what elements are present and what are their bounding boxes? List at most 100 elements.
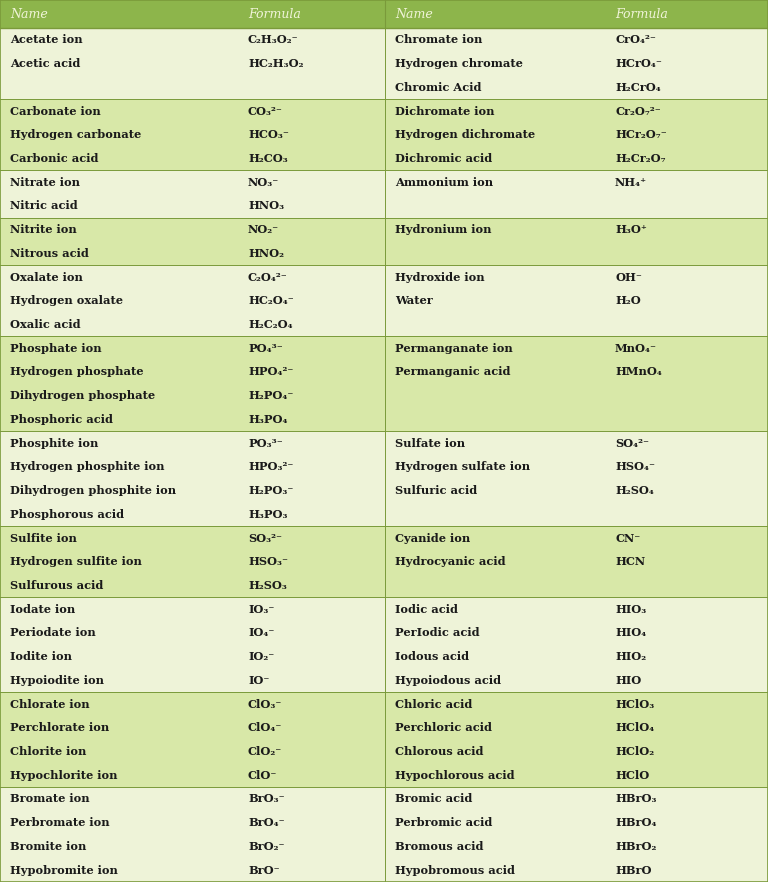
Text: Perbromic acid: Perbromic acid <box>395 818 492 828</box>
Text: Iodate ion: Iodate ion <box>10 603 75 615</box>
Text: CO₃²⁻: CO₃²⁻ <box>248 106 283 116</box>
Text: H₃PO₄: H₃PO₄ <box>248 414 287 425</box>
Text: Phosphoric acid: Phosphoric acid <box>10 414 113 425</box>
Text: BrO₄⁻: BrO₄⁻ <box>248 818 285 828</box>
Text: HBrO: HBrO <box>615 864 651 876</box>
Text: Hydrogen dichromate: Hydrogen dichromate <box>395 130 535 140</box>
Text: Formula: Formula <box>248 8 301 20</box>
Text: Carbonic acid: Carbonic acid <box>10 153 98 164</box>
Text: H₂Cr₂O₇: H₂Cr₂O₇ <box>615 153 666 164</box>
Text: Phosphate ion: Phosphate ion <box>10 343 101 354</box>
Bar <box>0 692 768 787</box>
Bar <box>0 431 768 527</box>
Text: Dihydrogen phosphate: Dihydrogen phosphate <box>10 390 155 401</box>
Text: BrO₃⁻: BrO₃⁻ <box>248 794 285 804</box>
Text: Chloric acid: Chloric acid <box>395 699 472 710</box>
Text: HIO: HIO <box>615 675 641 686</box>
Text: ClO₄⁻: ClO₄⁻ <box>248 722 283 733</box>
Text: NH₄⁺: NH₄⁺ <box>615 176 647 188</box>
Text: HPO₄²⁻: HPO₄²⁻ <box>248 367 293 377</box>
Text: Perbromate ion: Perbromate ion <box>10 818 110 828</box>
Text: Nitric acid: Nitric acid <box>10 200 78 212</box>
Text: HIO₂: HIO₂ <box>615 651 646 662</box>
Text: CrO₄²⁻: CrO₄²⁻ <box>615 34 656 45</box>
Text: OH⁻: OH⁻ <box>615 272 642 282</box>
Text: Periodate ion: Periodate ion <box>10 627 96 639</box>
Bar <box>0 218 768 265</box>
Text: Iodite ion: Iodite ion <box>10 651 72 662</box>
Text: Name: Name <box>10 8 48 20</box>
Text: Phosphorous acid: Phosphorous acid <box>10 509 124 519</box>
Text: H₂PO₄⁻: H₂PO₄⁻ <box>248 390 293 401</box>
Text: PerIodic acid: PerIodic acid <box>395 627 480 639</box>
Text: HCO₃⁻: HCO₃⁻ <box>248 130 289 140</box>
Text: H₂CrO₄: H₂CrO₄ <box>615 82 660 93</box>
Text: Permanganate ion: Permanganate ion <box>395 343 513 354</box>
Text: HClO: HClO <box>615 770 649 781</box>
Text: ClO⁻: ClO⁻ <box>248 770 277 781</box>
Text: Hydrogen oxalate: Hydrogen oxalate <box>10 295 123 306</box>
Text: C₂H₃O₂⁻: C₂H₃O₂⁻ <box>248 34 299 45</box>
Text: ClO₃⁻: ClO₃⁻ <box>248 699 283 710</box>
Text: HCrO₄⁻: HCrO₄⁻ <box>615 58 662 69</box>
Text: HIO₄: HIO₄ <box>615 627 646 639</box>
Text: H₂C₂O₄: H₂C₂O₄ <box>248 319 293 330</box>
Text: HMnO₄: HMnO₄ <box>615 367 662 377</box>
Text: Hypoiodite ion: Hypoiodite ion <box>10 675 104 686</box>
Text: Sulfite ion: Sulfite ion <box>10 533 77 543</box>
Text: CN⁻: CN⁻ <box>615 533 641 543</box>
Text: HPO₃²⁻: HPO₃²⁻ <box>248 461 293 473</box>
Text: Acetate ion: Acetate ion <box>10 34 83 45</box>
Text: Hydronium ion: Hydronium ion <box>395 224 492 235</box>
Bar <box>0 265 768 336</box>
Bar <box>0 28 768 99</box>
Text: Hypochlorite ion: Hypochlorite ion <box>10 770 118 781</box>
Text: HNO₃: HNO₃ <box>248 200 284 212</box>
Text: Water: Water <box>395 295 432 306</box>
Text: Hydrogen chromate: Hydrogen chromate <box>395 58 523 69</box>
Text: IO₂⁻: IO₂⁻ <box>248 651 274 662</box>
Text: NO₃⁻: NO₃⁻ <box>248 176 280 188</box>
Text: Bromite ion: Bromite ion <box>10 841 86 852</box>
Text: HNO₂: HNO₂ <box>248 248 284 258</box>
Text: H₂SO₄: H₂SO₄ <box>615 485 654 496</box>
Text: Formula: Formula <box>615 8 668 20</box>
Text: H₂SO₃: H₂SO₃ <box>248 580 287 591</box>
Bar <box>0 336 768 431</box>
Text: Chromate ion: Chromate ion <box>395 34 482 45</box>
Text: Hydrogen carbonate: Hydrogen carbonate <box>10 130 141 140</box>
Text: HCN: HCN <box>615 557 645 567</box>
Text: HCr₂O₇⁻: HCr₂O₇⁻ <box>615 130 667 140</box>
Text: Bromous acid: Bromous acid <box>395 841 484 852</box>
Text: Oxalic acid: Oxalic acid <box>10 319 81 330</box>
Text: BrO₂⁻: BrO₂⁻ <box>248 841 284 852</box>
Text: Sulfate ion: Sulfate ion <box>395 437 465 449</box>
Text: Sulfurous acid: Sulfurous acid <box>10 580 104 591</box>
Text: H₃PO₃: H₃PO₃ <box>248 509 287 519</box>
Text: PO₄³⁻: PO₄³⁻ <box>248 343 283 354</box>
Bar <box>0 787 768 882</box>
Text: Hypoiodous acid: Hypoiodous acid <box>395 675 502 686</box>
Text: Perchlorate ion: Perchlorate ion <box>10 722 109 733</box>
Text: HSO₃⁻: HSO₃⁻ <box>248 557 288 567</box>
Text: Ammonium ion: Ammonium ion <box>395 176 493 188</box>
Text: Iodic acid: Iodic acid <box>395 603 458 615</box>
Text: Hypobromous acid: Hypobromous acid <box>395 864 515 876</box>
Text: C₂O₄²⁻: C₂O₄²⁻ <box>248 272 288 282</box>
Text: Oxalate ion: Oxalate ion <box>10 272 83 282</box>
Text: Dichromate ion: Dichromate ion <box>395 106 495 116</box>
Text: Acetic acid: Acetic acid <box>10 58 81 69</box>
Text: Dihydrogen phosphite ion: Dihydrogen phosphite ion <box>10 485 176 496</box>
Bar <box>0 170 768 218</box>
Bar <box>0 0 768 28</box>
Text: H₂O: H₂O <box>615 295 641 306</box>
Text: Nitrite ion: Nitrite ion <box>10 224 77 235</box>
Text: NO₂⁻: NO₂⁻ <box>248 224 279 235</box>
Text: Chlorous acid: Chlorous acid <box>395 746 484 757</box>
Text: Nitrous acid: Nitrous acid <box>10 248 89 258</box>
Text: Cr₂O₇²⁻: Cr₂O₇²⁻ <box>615 106 660 116</box>
Text: IO⁻: IO⁻ <box>248 675 270 686</box>
Bar <box>0 527 768 597</box>
Text: Iodous acid: Iodous acid <box>395 651 469 662</box>
Text: IO₄⁻: IO₄⁻ <box>248 627 274 639</box>
